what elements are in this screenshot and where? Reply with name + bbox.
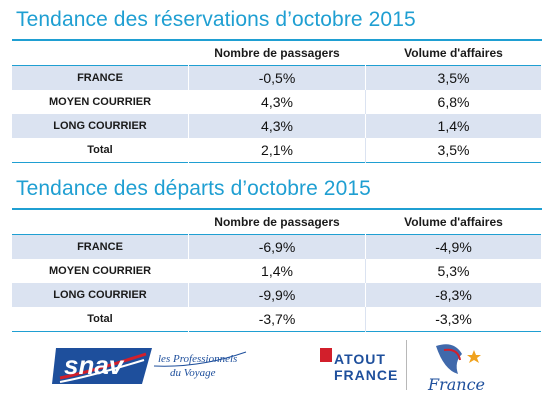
reservations-table: Nombre de passagers Volume d'affaires FR… [12,39,542,163]
cell-passagers: -6,9% [188,234,366,259]
star-icon [467,350,481,363]
reservations-title: Tendance des réservations d’octobre 2015 [16,8,416,31]
row-label: FRANCE [12,65,189,90]
header-empty [12,40,189,66]
table-row: Total 2,1% 3,5% [12,138,542,163]
row-label: LONG COURRIER [12,114,189,138]
table-row: Total -3,7% -3,3% [12,307,542,332]
header-volume: Volume d'affaires [404,215,503,229]
row-label: Total [12,138,189,163]
atout-france-logo: ATOUT FRANCE [320,348,398,383]
table-row: FRANCE -0,5% 3,5% [12,65,542,90]
cell-passagers: 4,3% [188,90,366,114]
cell-passagers: -3,7% [188,307,366,332]
table-row: MOYEN COURRIER 1,4% 5,3% [12,259,542,283]
cell-passagers: 1,4% [188,259,366,283]
snav-tagline-2: du Voyage [170,367,216,379]
row-label: LONG COURRIER [12,283,189,307]
snav-tagline-1: les Professionnels [158,353,237,365]
row-label: MOYEN COURRIER [12,259,189,283]
cell-volume: 1,4% [365,114,542,138]
cell-volume: 6,8% [365,90,542,114]
cell-volume: 5,3% [365,259,542,283]
table-row: LONG COURRIER -9,9% -8,3% [12,283,542,307]
snav-wordmark: snav [64,350,125,380]
header-passagers: Nombre de passagers [214,46,340,60]
cell-volume: 3,5% [365,138,542,163]
cell-volume: -8,3% [365,283,542,307]
departs-table: Nombre de passagers Volume d'affaires FR… [12,208,542,332]
cell-passagers: 4,3% [188,114,366,138]
header-passagers: Nombre de passagers [214,215,340,229]
atout-line2: FRANCE [334,367,398,383]
table-row: MOYEN COURRIER 4,3% 6,8% [12,90,542,114]
atout-line1: ATOUT [334,351,386,367]
snav-logo: snav les Professionnels du Voyage [52,348,247,384]
cell-volume: -3,3% [365,307,542,332]
cell-passagers: 2,1% [188,138,366,163]
cell-volume: -4,9% [365,234,542,259]
header-empty [12,209,189,235]
row-label: FRANCE [12,234,189,259]
row-label: MOYEN COURRIER [12,90,189,114]
logo-divider [406,340,407,390]
france-script: France [427,375,485,394]
table-row: FRANCE -6,9% -4,9% [12,234,542,259]
header-volume: Volume d'affaires [404,46,503,60]
cell-volume: 3,5% [365,65,542,90]
row-label: Total [12,307,189,332]
table-header-row: Nombre de passagers Volume d'affaires [12,40,542,66]
cell-passagers: -9,9% [188,283,366,307]
table-row: LONG COURRIER 4,3% 1,4% [12,114,542,138]
departs-title: Tendance des départs d’octobre 2015 [16,177,371,200]
cell-passagers: -0,5% [188,65,366,90]
table-header-row: Nombre de passagers Volume d'affaires [12,209,542,235]
france-brand-logo: France [427,344,485,394]
